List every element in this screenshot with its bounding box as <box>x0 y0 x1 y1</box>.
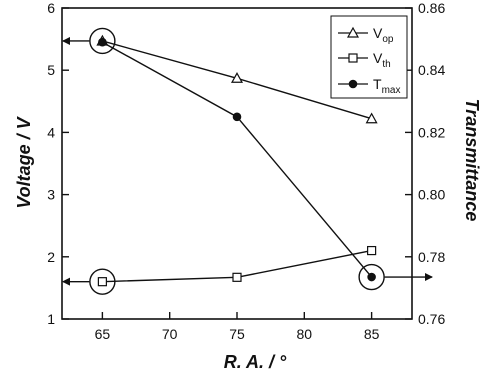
legend-marker <box>348 53 358 63</box>
data-point-t-max <box>98 37 107 47</box>
data-point-t-max <box>367 272 376 282</box>
data-point-v-op <box>365 112 378 124</box>
y-right-tick-label: 0.80 <box>418 187 445 203</box>
x-tick-label: 75 <box>229 326 245 342</box>
highlight-circle <box>89 268 116 295</box>
x-axis-title: R. A. / ° <box>224 352 287 372</box>
annotation-layer <box>62 27 433 295</box>
y-left-tick-label: 1 <box>47 311 55 327</box>
y-right-tick-label: 0.86 <box>418 0 445 16</box>
data-point-v-th <box>97 277 107 287</box>
legend-marker <box>348 79 358 89</box>
data-point-v-th <box>367 245 377 256</box>
data-point-v-op <box>230 72 244 83</box>
series-layer <box>96 34 378 287</box>
ticks-layer: 65 70 75 80 85 1 2 3 4 5 6 0.76 0.78 0.80 0.82 0.84 0.86 <box>47 0 445 342</box>
highlight-circle <box>89 27 116 55</box>
x-tick-label: 80 <box>297 326 313 342</box>
x-tick-label: 85 <box>364 326 380 342</box>
x-tick-label: 70 <box>162 326 178 342</box>
highlight-circle <box>358 263 385 291</box>
y-right-tick-label: 0.76 <box>418 311 445 327</box>
y-left-tick-label: 6 <box>47 0 55 16</box>
data-point-t-max <box>232 112 242 122</box>
y-left-tick-label: 4 <box>47 124 55 140</box>
x-tick-label: 65 <box>95 326 111 342</box>
y-axis-title-right: Transmittance <box>462 99 481 222</box>
y-left-tick-label: 5 <box>47 62 55 78</box>
y-right-tick-label: 0.78 <box>418 249 445 265</box>
y-right-tick-label: 0.82 <box>418 124 445 140</box>
legend-marker <box>346 26 360 38</box>
y-left-tick-label: 3 <box>47 187 55 203</box>
y-right-tick-label: 0.84 <box>418 62 445 78</box>
data-point-v-th <box>232 272 242 282</box>
y-left-tick-label: 2 <box>47 249 55 265</box>
y-axis-title-left: Voltage / V <box>14 115 34 208</box>
